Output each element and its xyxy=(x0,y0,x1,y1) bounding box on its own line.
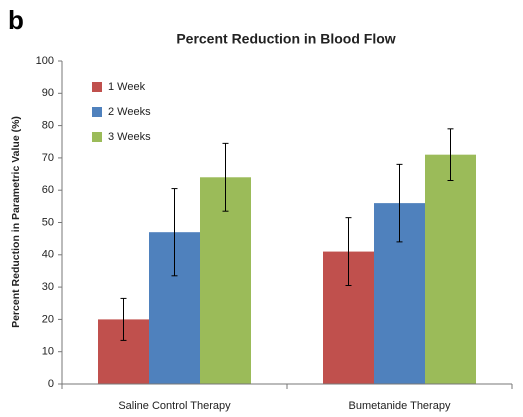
legend-label: 3 Weeks xyxy=(108,131,151,143)
legend-label: 1 Week xyxy=(108,81,146,93)
legend-swatch xyxy=(92,82,102,92)
y-tick-label: 90 xyxy=(42,87,54,99)
legend-swatch xyxy=(92,107,102,117)
y-tick-label: 30 xyxy=(42,281,54,293)
y-tick-label: 60 xyxy=(42,184,54,196)
y-tick-label: 40 xyxy=(42,249,54,261)
y-axis-label: Percent Reduction in Parametric Value (%… xyxy=(10,116,22,328)
legend-swatch xyxy=(92,132,102,142)
x-tick-label: Saline Control Therapy xyxy=(118,400,231,412)
y-tick-label: 80 xyxy=(42,120,54,132)
y-tick-label: 100 xyxy=(36,55,54,67)
y-tick-label: 50 xyxy=(42,216,54,228)
y-tick-label: 70 xyxy=(42,152,54,164)
x-tick-label: Bumetanide Therapy xyxy=(349,400,451,412)
bar xyxy=(425,154,476,384)
y-tick-label: 20 xyxy=(42,313,54,325)
y-tick-label: 0 xyxy=(48,378,54,390)
bar xyxy=(200,177,251,384)
chart-title: Percent Reduction in Blood Flow xyxy=(176,31,395,47)
legend-label: 2 Weeks xyxy=(108,106,151,118)
panel-label: b xyxy=(8,5,24,35)
y-tick-label: 10 xyxy=(42,346,54,358)
